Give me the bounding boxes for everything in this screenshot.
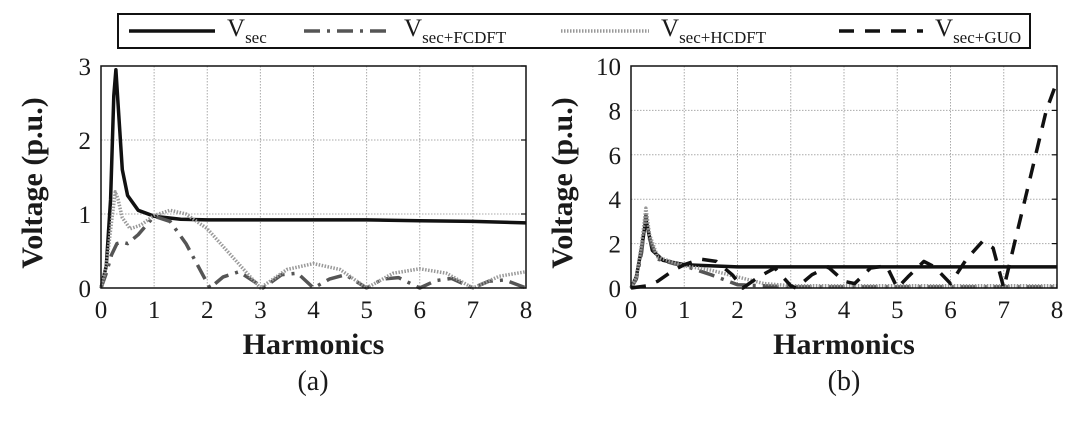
legend-label-sub: sec+GUO bbox=[953, 27, 1022, 47]
y-tick-label: 6 bbox=[609, 143, 622, 170]
legend-label-sub: sec bbox=[245, 27, 267, 47]
legend-label-sub: sec+FCDFT bbox=[422, 27, 507, 47]
x-tick-label: 2 bbox=[731, 297, 744, 324]
plot-frame bbox=[100, 65, 527, 289]
x-tick-label: 6 bbox=[944, 297, 957, 324]
legend-label-base: V bbox=[661, 14, 680, 42]
chart-legend: Vsec Vsec+FCDFT Vsec+HCDFT Vsec+GUO bbox=[117, 13, 1031, 49]
x-tick-label: 1 bbox=[148, 297, 161, 324]
chart-a: 0 1 2 3 4 5 6 7 8 0 1 2 3 Harmonics Voltage (p.u.) (a) bbox=[16, 54, 532, 397]
legend-label-base: V bbox=[404, 14, 423, 42]
x-tick-label: 7 bbox=[467, 297, 480, 324]
dotted-line-icon bbox=[561, 29, 649, 33]
x-tick-label: 6 bbox=[414, 297, 427, 324]
x-tick-label: 1 bbox=[678, 297, 691, 324]
x-tick-label: 5 bbox=[891, 297, 904, 324]
legend-item-hcdft: Vsec+HCDFT bbox=[559, 15, 766, 47]
y-axis-title: Voltage (p.u.) bbox=[16, 97, 49, 268]
y-tick-label: 8 bbox=[609, 98, 622, 125]
series-line-sec-guo bbox=[630, 80, 1059, 290]
y-tick-label: 0 bbox=[79, 276, 92, 303]
x-tick-label: 3 bbox=[254, 297, 267, 324]
x-tick-label: 0 bbox=[625, 297, 638, 324]
y-axis-title: Voltage (p.u.) bbox=[546, 97, 579, 268]
chart-b: 0 1 2 3 4 5 6 7 8 0 2 4 6 8 10 Harmonics Voltage (p.u.) (… bbox=[546, 54, 1063, 397]
x-tick-label: 2 bbox=[201, 297, 214, 324]
legend-label-sub: sec+HCDFT bbox=[679, 27, 767, 47]
y-tick-label: 10 bbox=[596, 54, 621, 81]
legend-item-vsec: Vsec bbox=[127, 15, 267, 47]
x-tick-label: 5 bbox=[360, 297, 373, 324]
y-tick-label: 2 bbox=[609, 232, 622, 259]
series-line-sec bbox=[99, 67, 527, 289]
dashed-line-icon bbox=[839, 29, 923, 33]
y-tick-label: 1 bbox=[79, 202, 92, 229]
x-tick-label: 3 bbox=[785, 297, 798, 324]
x-tick-label: 0 bbox=[95, 297, 108, 324]
x-axis-title: Harmonics bbox=[243, 328, 385, 361]
legend-item-fcdft: Vsec+FCDFT bbox=[302, 15, 506, 47]
y-tick-label: 3 bbox=[79, 54, 92, 81]
series-line-sec-hcdft bbox=[99, 190, 527, 290]
y-tick-label: 0 bbox=[609, 276, 622, 303]
plot-frame bbox=[630, 65, 1058, 289]
x-axis-title: Harmonics bbox=[773, 328, 915, 361]
series-line-sec-hcdft bbox=[629, 206, 1057, 289]
y-tick-label: 4 bbox=[609, 187, 622, 214]
x-tick-label: 8 bbox=[1051, 297, 1064, 324]
legend-label-base: V bbox=[935, 14, 954, 42]
solid-line-icon bbox=[129, 29, 215, 33]
x-tick-label: 4 bbox=[307, 297, 320, 324]
x-tick-label: 8 bbox=[520, 297, 533, 324]
series-line-sec-fcdft bbox=[629, 212, 1057, 289]
subfigure-caption: (b) bbox=[828, 366, 861, 397]
x-tick-label: 7 bbox=[998, 297, 1011, 324]
legend-item-guo: Vsec+GUO bbox=[837, 15, 1021, 47]
x-tick-label: 4 bbox=[838, 297, 851, 324]
legend-label-base: V bbox=[227, 14, 246, 42]
y-tick-label: 2 bbox=[79, 128, 92, 155]
dashdot-line-icon bbox=[304, 29, 392, 33]
subfigure-caption: (a) bbox=[297, 366, 328, 397]
